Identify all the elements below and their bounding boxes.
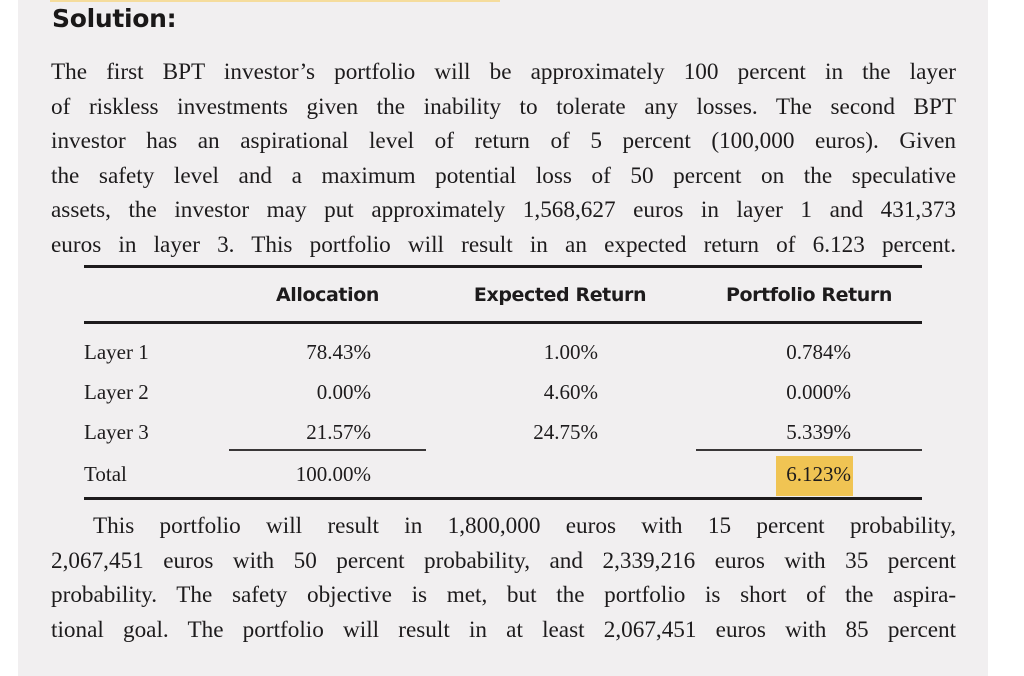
expected-return-cell: 24.75%: [533, 420, 598, 444]
solution-panel: [18, 0, 988, 676]
paragraph-line: assets, the investor may put approximate…: [51, 197, 956, 224]
header-portfolio-return: Portfolio Return: [725, 284, 893, 306]
total-portfolio-return: 6.123%: [786, 462, 851, 486]
top-accent-rule: [50, 0, 500, 2]
solution-paragraph-1: The first BPT investor’s portfolio will …: [51, 55, 956, 263]
row-label: Layer 2: [84, 380, 149, 404]
row-label: Layer 3: [84, 420, 149, 444]
paragraph-line: The first BPT investor’s portfolio will …: [51, 59, 956, 85]
paragraph-line: investor has an aspirational level of re…: [51, 128, 956, 155]
total-return-highlight: [776, 456, 853, 496]
solution-heading: Solution:: [52, 4, 177, 33]
table-bottom-rule: [84, 497, 922, 500]
paragraph-line: This portfolio will result in 1,800,000 …: [93, 513, 956, 539]
paragraph-line: of riskless investments given the inabil…: [51, 93, 957, 120]
paragraph-line: probability. The safety objective is met…: [51, 582, 957, 609]
expected-return-cell: 1.00%: [543, 340, 598, 364]
portfolio-return-cell: 0.000%: [786, 380, 851, 404]
total-allocation: 100.00%: [295, 462, 371, 486]
expected-return-cell: 4.60%: [543, 380, 598, 404]
paragraph-line: 2,067,451 euros with 50 percent probabil…: [51, 547, 956, 574]
portfolio-return-cell: 0.784%: [786, 340, 851, 364]
paragraph-line: euros in layer 3. This portfolio will re…: [51, 231, 956, 258]
portfolio-subtotal-rule: [696, 449, 922, 451]
paragraph-line: tional goal. The portfolio will result i…: [51, 616, 957, 643]
header-allocation: Allocation: [275, 284, 380, 306]
paragraph-line: the safety level and a maximum potential…: [51, 162, 956, 189]
allocation-cell: 21.57%: [306, 420, 371, 444]
table-header-rule: [84, 321, 922, 324]
solution-paragraph-2: This portfolio will result in 1,800,000 …: [51, 509, 956, 647]
header-expected-return: Expected Return: [473, 284, 647, 306]
allocation-subtotal-rule: [229, 449, 426, 451]
allocation-cell: 0.00%: [316, 380, 371, 404]
total-label: Total: [84, 462, 127, 486]
allocation-cell: 78.43%: [306, 340, 371, 364]
table-top-rule: [84, 265, 922, 268]
row-label: Layer 1: [84, 340, 149, 364]
portfolio-return-cell: 5.339%: [786, 420, 851, 444]
